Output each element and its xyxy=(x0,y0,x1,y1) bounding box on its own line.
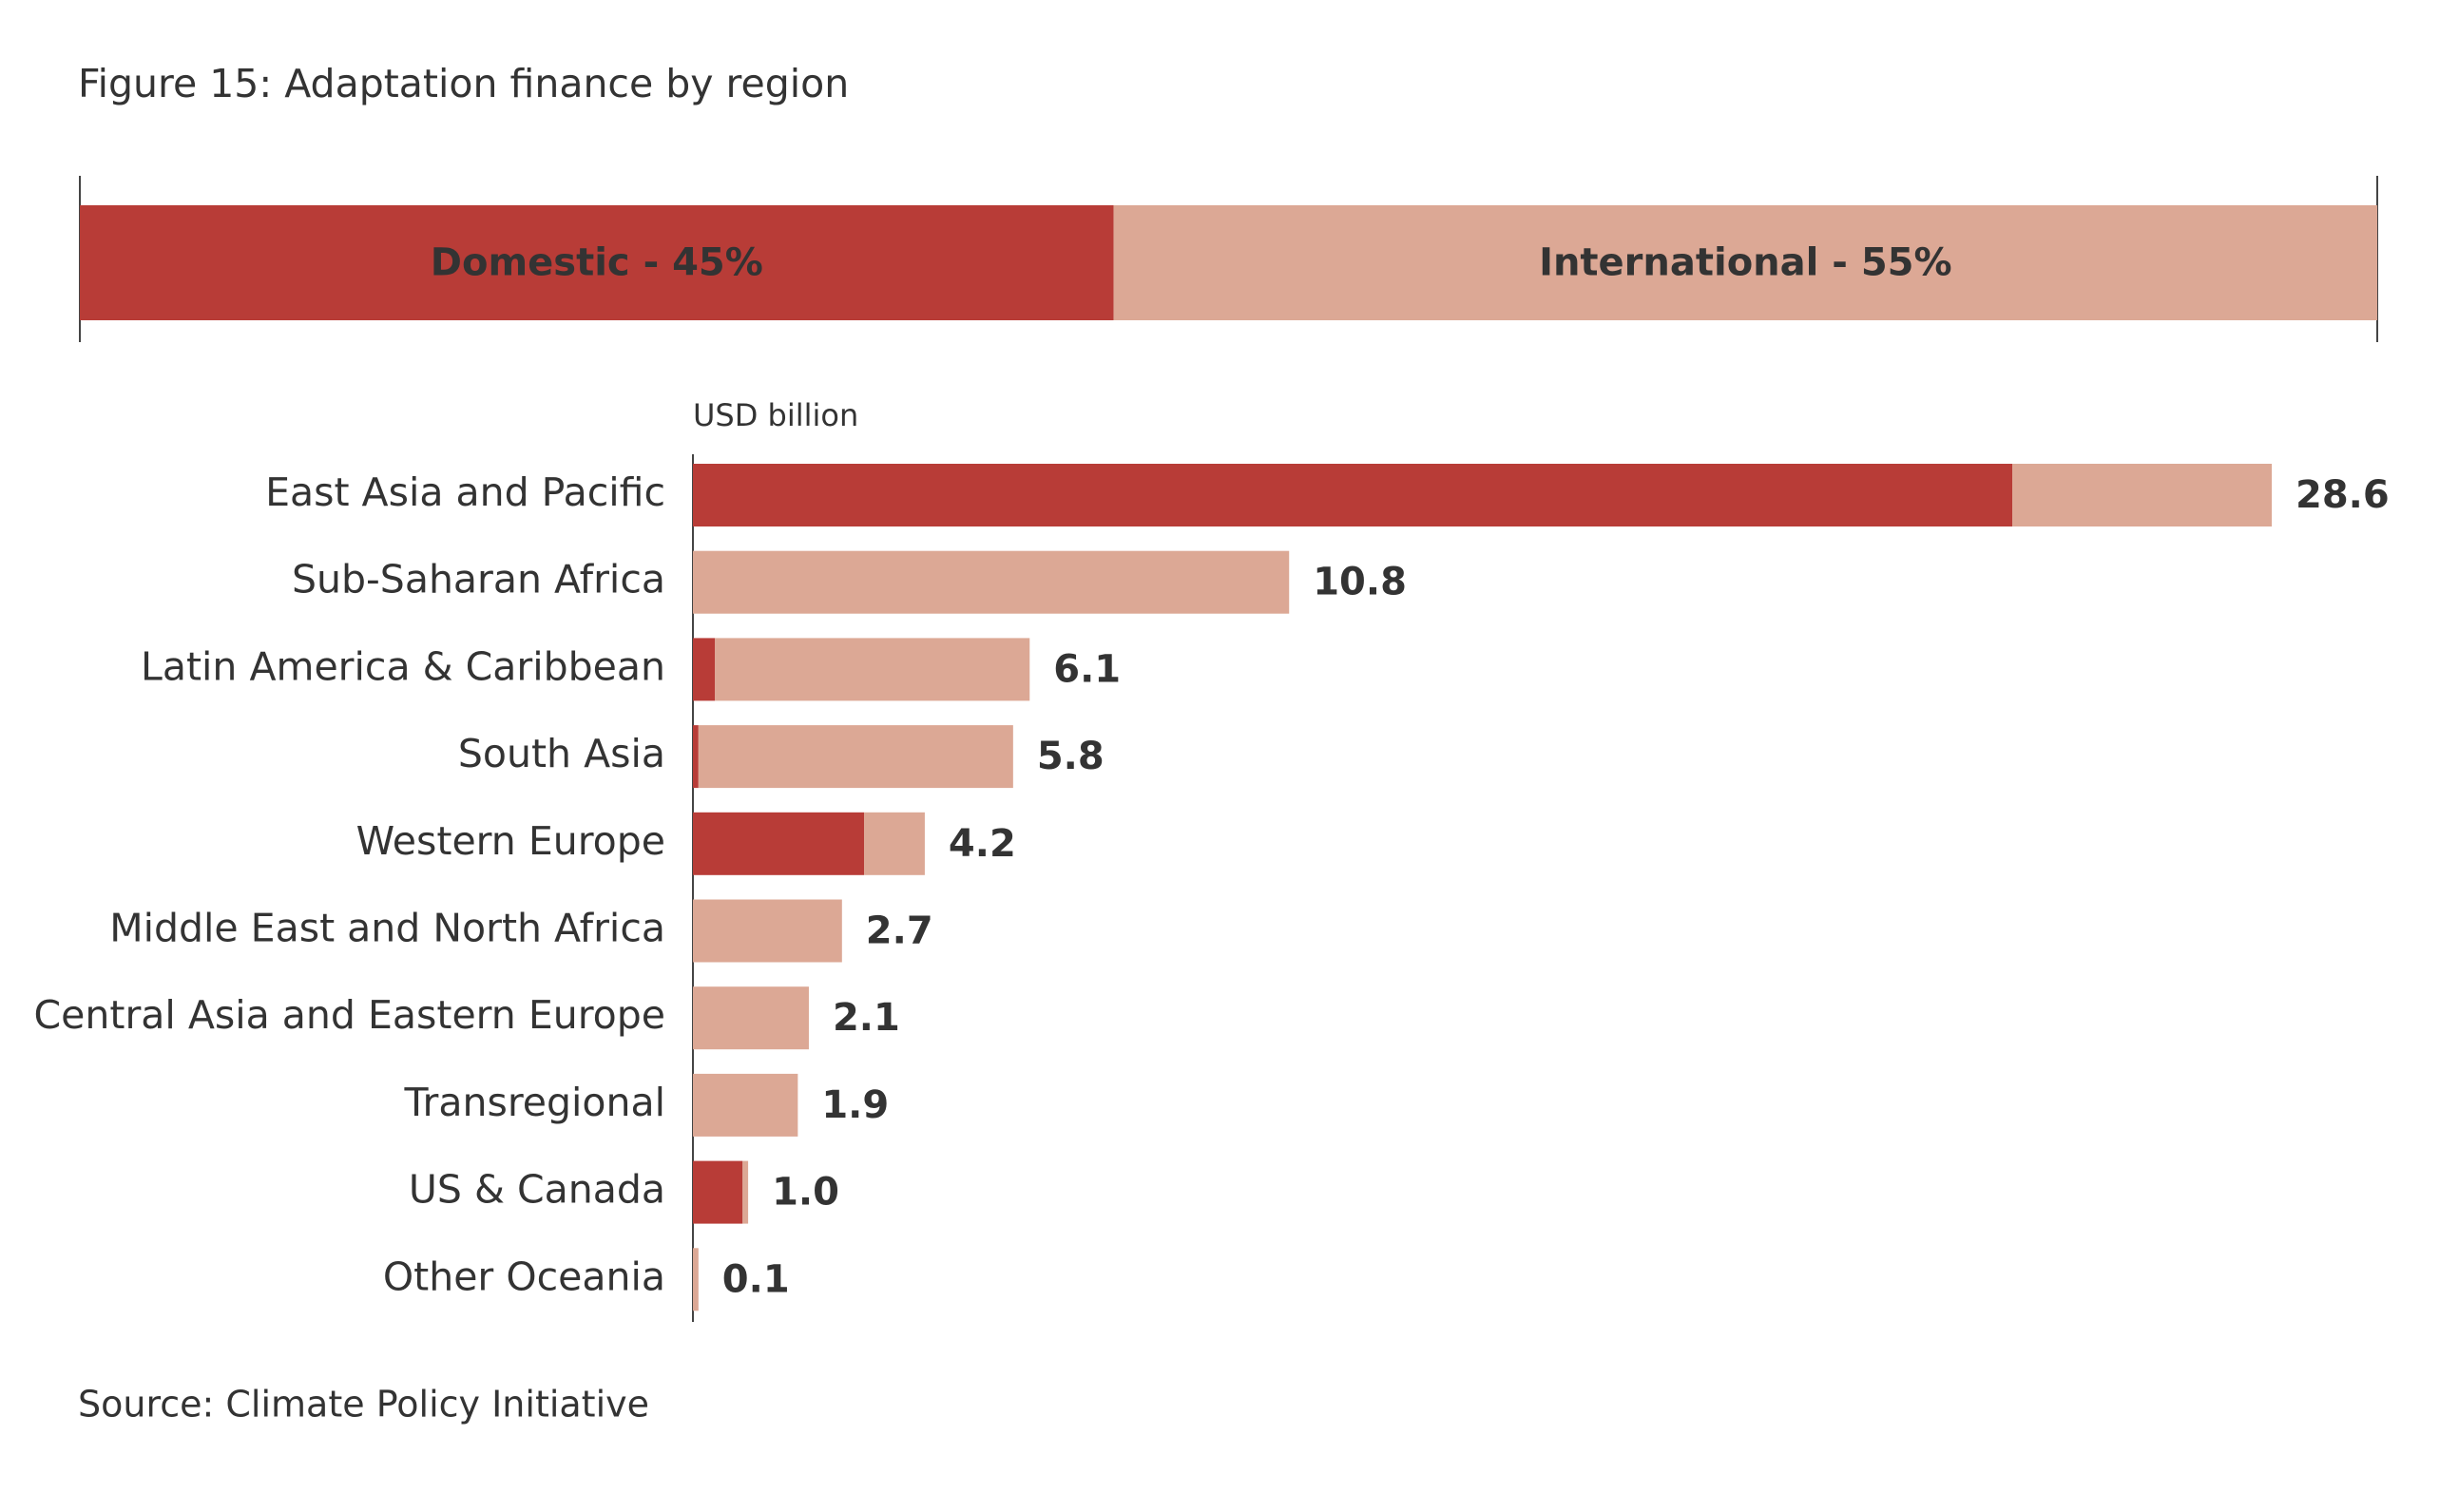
category-label: Central Asia and Eastern Europe xyxy=(34,992,665,1038)
category-label: South Asia xyxy=(458,731,665,776)
bar-segment xyxy=(693,812,865,875)
category-label: East Asia and Pacific xyxy=(265,469,665,515)
bar-segment xyxy=(693,899,842,963)
bar-segment xyxy=(698,725,1013,789)
category-label: Other Oceania xyxy=(383,1254,665,1299)
chart-title: Figure 15: Adaptation finance by region xyxy=(78,61,849,106)
bar-segment xyxy=(693,1248,699,1311)
bar-segment xyxy=(693,1160,743,1224)
share-segment xyxy=(1113,205,2377,320)
category-label: Sub-Saharan Africa xyxy=(292,557,665,603)
bar-segment xyxy=(693,986,809,1050)
share-label: International - 55% xyxy=(1539,241,1952,285)
total-label: 2.7 xyxy=(866,909,933,953)
category-label: US & Canada xyxy=(409,1167,665,1213)
source: Source: Climate Policy Initiative xyxy=(78,1384,649,1426)
total-label: 0.1 xyxy=(722,1257,790,1301)
total-label: 28.6 xyxy=(2296,473,2390,517)
category-label: Transregional xyxy=(403,1080,665,1125)
bar-segment xyxy=(693,725,699,789)
total-label: 2.1 xyxy=(833,996,900,1040)
total-label: 1.9 xyxy=(821,1083,889,1127)
bar-segment xyxy=(693,550,1290,614)
category-label: Middle East and North Africa xyxy=(109,906,665,951)
bar-segment xyxy=(715,638,1030,701)
bar-segment xyxy=(2012,464,2272,526)
bar-segment xyxy=(864,812,925,875)
bar-segment xyxy=(693,464,2013,526)
category-label: Latin America & Caribbean xyxy=(141,643,665,689)
axis-label: USD billion xyxy=(693,397,858,433)
bar-segment xyxy=(693,1073,798,1137)
total-label: 4.2 xyxy=(949,822,1016,866)
share-segment xyxy=(80,205,1114,320)
total-label: 6.1 xyxy=(1053,647,1121,691)
total-label: 5.8 xyxy=(1037,735,1105,778)
share-label: Domestic - 45% xyxy=(431,241,763,285)
category-label: Western Europe xyxy=(356,818,665,864)
bar-segment xyxy=(742,1160,749,1224)
bar-segment xyxy=(693,638,716,701)
total-label: 10.8 xyxy=(1313,561,1407,604)
total-label: 1.0 xyxy=(772,1171,839,1215)
